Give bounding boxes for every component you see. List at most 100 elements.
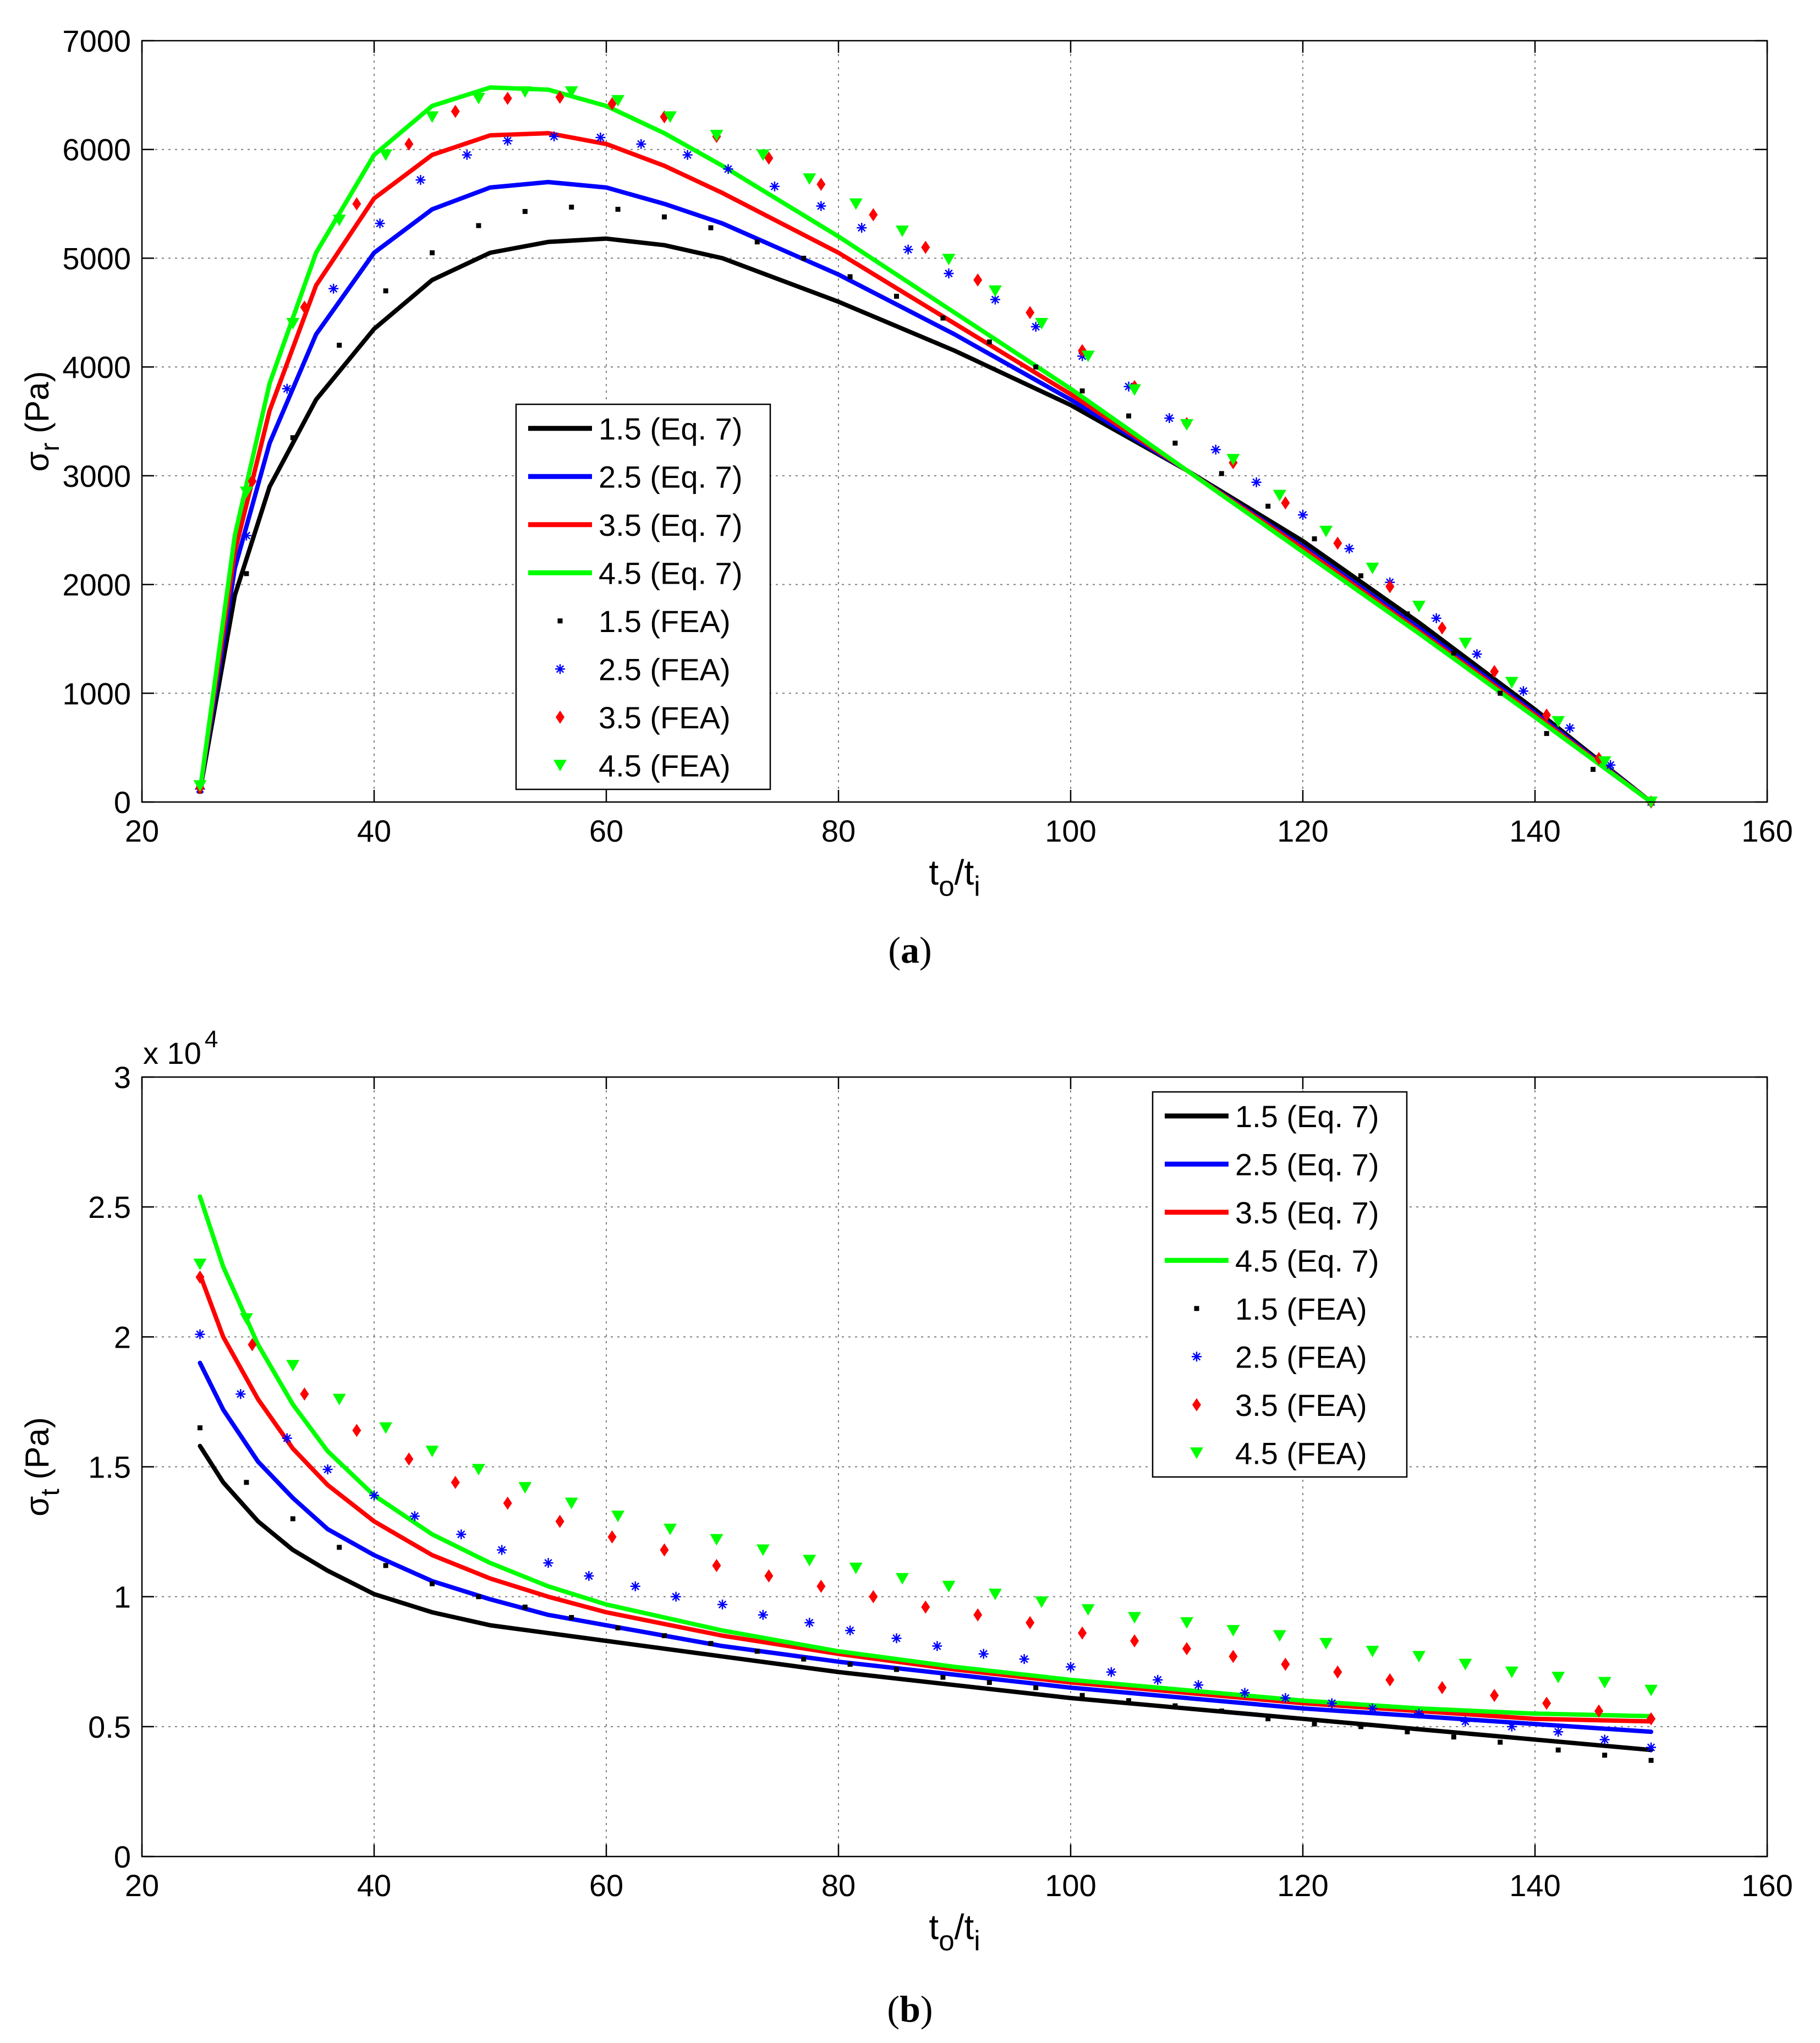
- star-stroke: [1125, 382, 1133, 391]
- data-point: [1273, 1630, 1286, 1642]
- series-1-5-fea-: [198, 1425, 1654, 1763]
- data-point: [476, 223, 481, 228]
- star-stroke: [846, 1626, 854, 1635]
- star-stroke: [283, 385, 291, 393]
- data-point: [1130, 1634, 1139, 1647]
- data-point: [764, 1569, 774, 1583]
- data-point: [549, 131, 560, 141]
- series-line: [198, 1272, 1653, 1724]
- y-tick-label: 2000: [62, 568, 131, 602]
- data-point: [1602, 1753, 1608, 1758]
- data-point: [1594, 751, 1604, 765]
- chart-panel-b: 20 40 60 80 100 120 140 160 0 0.5 1 1.5 2 2.5 3 x 10 4 to…: [19, 1026, 1793, 2030]
- data-point: [383, 1563, 388, 1568]
- data-point: [940, 315, 946, 321]
- star-stroke: [1194, 1681, 1203, 1689]
- data-point: [337, 343, 342, 348]
- data-point: [1405, 611, 1410, 617]
- x-tick-label: 80: [821, 1868, 856, 1903]
- data-point: [290, 435, 295, 441]
- data-point: [986, 1680, 992, 1685]
- legend-item: 3.5 (FEA): [1192, 1388, 1367, 1423]
- legend-label: 3.5 (FEA): [599, 700, 731, 735]
- data-point: [896, 1573, 909, 1585]
- star-stroke: [945, 269, 953, 278]
- data-point: [1033, 364, 1039, 370]
- data-point: [615, 1625, 621, 1630]
- data-point: [239, 486, 253, 498]
- data-point: [1460, 1716, 1471, 1727]
- panel-label: (a): [888, 929, 931, 971]
- x-tick-label: 140: [1509, 814, 1560, 848]
- star-stroke: [805, 1618, 814, 1627]
- legend-label: 2.5 (Eq. 7): [599, 459, 742, 494]
- legend-item: 2.5 (FEA): [555, 652, 731, 687]
- data-point: [1565, 723, 1575, 733]
- data-point: [1229, 1650, 1238, 1663]
- data-point: [804, 1617, 815, 1628]
- data-point: [973, 273, 983, 287]
- data-point: [1552, 1672, 1565, 1684]
- data-point: [1312, 1721, 1317, 1727]
- star-stroke: [1461, 1717, 1470, 1726]
- data-point: [239, 1313, 253, 1325]
- data-point: [769, 181, 780, 191]
- data-point: [1555, 1747, 1561, 1753]
- data-point: [1333, 536, 1342, 550]
- data-point: [801, 1656, 807, 1662]
- y-tick-label: 2: [114, 1320, 131, 1354]
- data-point: [894, 294, 899, 299]
- legend-item: 2.5 (Eq. 7): [1165, 1147, 1379, 1182]
- data-point: [195, 1329, 205, 1339]
- data-point: [1319, 525, 1333, 537]
- data-point: [615, 206, 621, 212]
- star-stroke: [1507, 1722, 1516, 1731]
- legend-marker: [553, 760, 567, 772]
- y-tick-label: 7000: [62, 24, 131, 58]
- data-point: [569, 205, 574, 210]
- y-multiplier: x 10: [143, 1036, 201, 1070]
- data-point: [847, 1661, 853, 1667]
- data-point: [332, 1393, 346, 1405]
- star-stroke: [1566, 724, 1574, 732]
- series-line: [198, 85, 1653, 804]
- data-point: [337, 1545, 342, 1550]
- data-point: [555, 1514, 564, 1528]
- data-point: [1544, 731, 1549, 736]
- data-point: [1591, 767, 1596, 772]
- star-stroke: [1211, 446, 1220, 454]
- data-point: [1312, 536, 1317, 542]
- star-stroke: [596, 133, 605, 142]
- data-point: [425, 111, 439, 123]
- star-stroke: [1241, 1689, 1249, 1697]
- data-point: [845, 1625, 856, 1636]
- data-point: [322, 1464, 333, 1475]
- data-point: [869, 208, 878, 222]
- data-point: [803, 173, 816, 185]
- data-point: [896, 226, 909, 237]
- data-point: [282, 383, 292, 394]
- data-point: [1505, 1666, 1519, 1678]
- series-line: [198, 236, 1653, 804]
- data-point: [543, 1558, 553, 1568]
- data-point: [1594, 1704, 1604, 1718]
- data-point: [1281, 1657, 1290, 1671]
- data-point: [903, 244, 913, 255]
- data-point: [282, 1433, 292, 1443]
- data-point: [636, 139, 646, 149]
- data-point: [1273, 490, 1286, 502]
- star-stroke: [1328, 1699, 1336, 1707]
- data-point: [1344, 543, 1355, 554]
- ticks: 20 40 60 80 100 120 140 160 0 1000 2000 3000 4000 500…: [62, 24, 1792, 848]
- star-stroke: [242, 531, 251, 540]
- star-stroke: [457, 1530, 465, 1539]
- data-point: [664, 1523, 677, 1535]
- data-point: [1358, 573, 1363, 579]
- grid: [142, 41, 1767, 802]
- data-point: [1498, 1739, 1503, 1745]
- data-point: [1646, 1742, 1656, 1753]
- data-point: [1081, 350, 1095, 363]
- star-stroke: [724, 165, 732, 173]
- data-point: [369, 1490, 379, 1501]
- data-point: [1553, 1727, 1564, 1737]
